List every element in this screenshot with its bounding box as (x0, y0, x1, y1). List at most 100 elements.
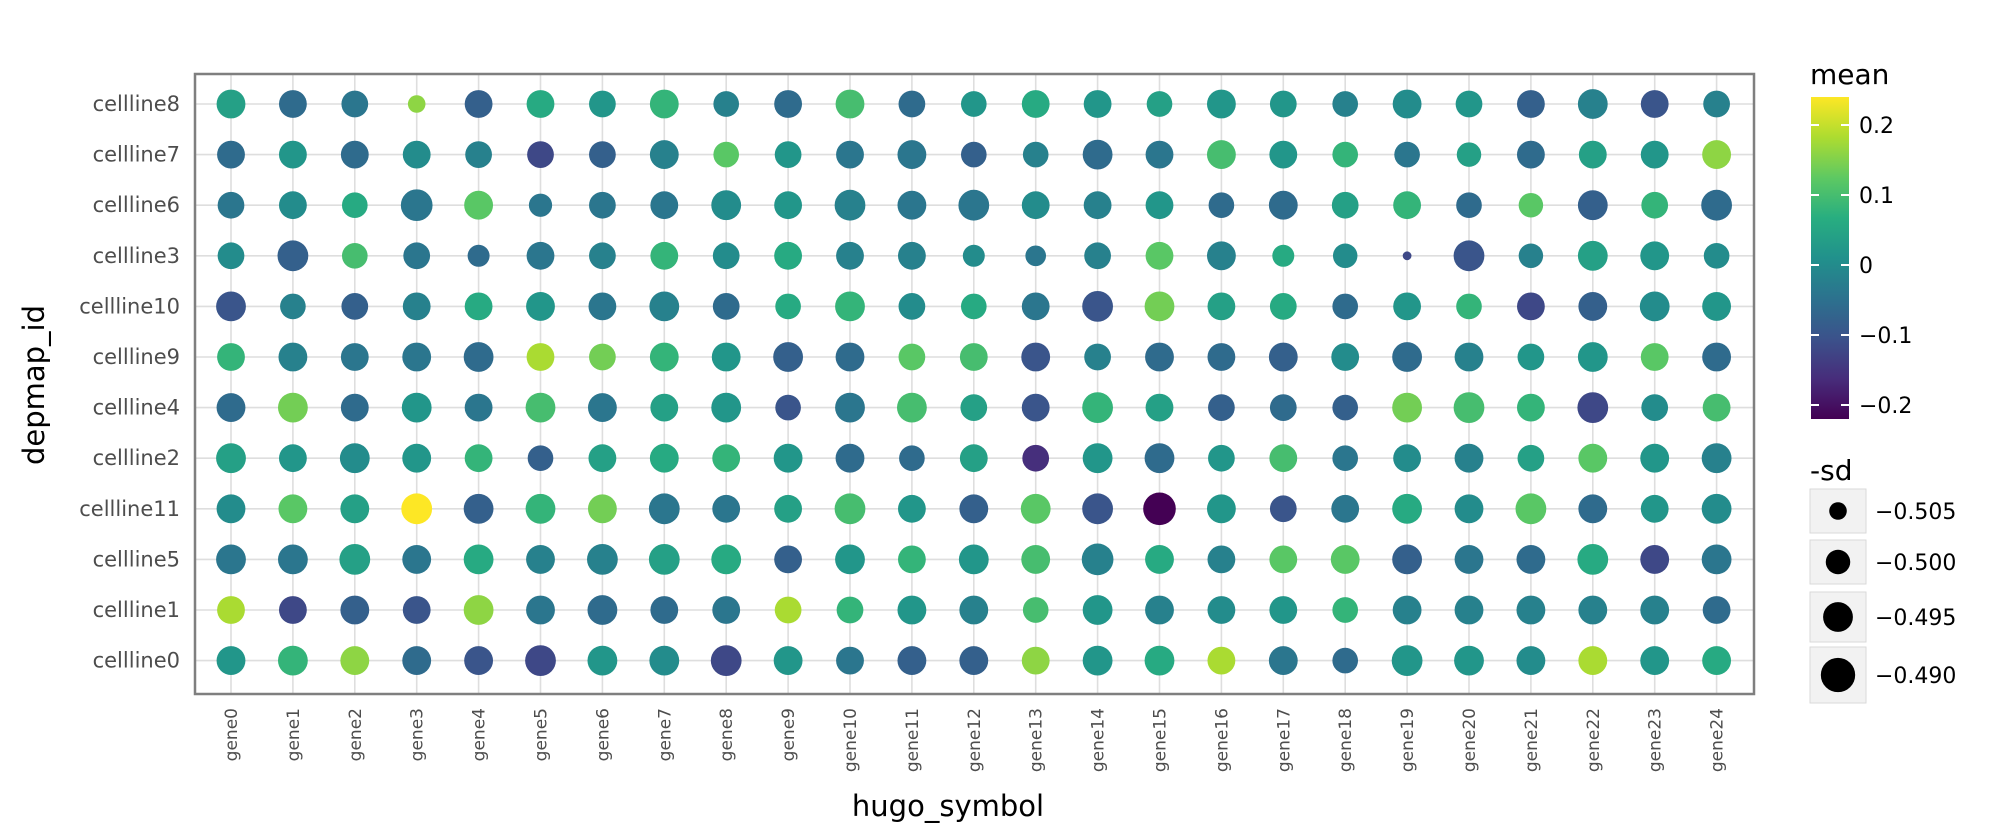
data-point-cellline4-gene19 (1392, 392, 1423, 423)
data-point-cellline0-gene9 (773, 646, 803, 676)
data-point-cellline11-gene4 (463, 493, 494, 524)
data-point-cellline6-gene24 (1701, 189, 1732, 221)
x-tick-label: gene4 (470, 708, 490, 761)
data-point-cellline5-gene17 (1269, 545, 1298, 574)
data-point-cellline9-gene20 (1454, 342, 1484, 372)
data-point-cellline8-gene13 (1021, 90, 1050, 118)
data-point-cellline0-gene21 (1516, 646, 1546, 676)
data-point-cellline2-gene19 (1393, 444, 1422, 473)
data-point-cellline5-gene4 (463, 544, 494, 575)
data-point-cellline9-gene1 (278, 342, 308, 372)
data-point-cellline4-gene22 (1577, 392, 1609, 423)
data-point-cellline3-gene7 (650, 241, 679, 270)
data-point-cellline1-gene1 (278, 596, 307, 624)
data-point-cellline9-gene19 (1392, 342, 1423, 372)
y-tick-label: cellline2 (93, 446, 180, 470)
data-point-cellline2-gene0 (216, 443, 246, 474)
data-point-cellline4-gene24 (1702, 393, 1731, 422)
data-point-cellline1-gene2 (340, 595, 370, 625)
data-point-cellline0-gene16 (1207, 646, 1236, 675)
data-point-cellline3-gene0 (217, 242, 245, 270)
data-point-cellline5-gene23 (1640, 544, 1670, 574)
data-point-cellline8-gene14 (1083, 90, 1112, 118)
data-point-cellline9-gene10 (835, 342, 865, 372)
data-point-cellline10-gene11 (898, 293, 926, 320)
color-legend-title: mean (1810, 58, 1889, 91)
data-point-cellline6-gene7 (650, 191, 679, 220)
data-point-cellline11-gene7 (648, 493, 680, 525)
data-point-cellline7-gene5 (527, 141, 554, 168)
data-point-cellline9-gene4 (463, 342, 494, 372)
data-point-cellline5-gene20 (1454, 544, 1484, 574)
data-point-cellline6-gene15 (1145, 191, 1174, 220)
x-tick-label: gene13 (1027, 708, 1047, 772)
x-tick-label: gene14 (1089, 708, 1109, 772)
data-point-cellline5-gene0 (216, 544, 246, 575)
data-point-cellline4-gene18 (1332, 394, 1359, 421)
y-tick-label: cellline5 (93, 547, 180, 571)
data-point-cellline1-gene18 (1332, 597, 1359, 623)
data-point-cellline10-gene20 (1456, 293, 1482, 320)
data-point-cellline4-gene0 (216, 393, 246, 423)
data-point-cellline1-gene6 (587, 595, 618, 625)
data-point-cellline3-gene9 (774, 241, 803, 270)
data-point-cellline2-gene8 (712, 444, 741, 473)
data-point-cellline7-gene14 (1082, 139, 1113, 170)
data-point-cellline4-gene16 (1208, 394, 1235, 421)
data-point-cellline7-gene22 (1578, 140, 1607, 169)
data-point-cellline6-gene14 (1083, 191, 1112, 220)
data-point-cellline3-gene19 (1402, 251, 1412, 261)
data-point-cellline10-gene19 (1393, 292, 1422, 321)
data-point-cellline6-gene19 (1393, 191, 1422, 220)
data-point-cellline7-gene13 (1022, 141, 1049, 168)
data-point-cellline7-gene20 (1456, 142, 1482, 167)
data-point-cellline0-gene12 (959, 646, 989, 676)
data-point-cellline5-gene10 (835, 544, 865, 575)
data-point-cellline10-gene6 (588, 292, 617, 321)
data-point-cellline1-gene21 (1516, 595, 1546, 625)
data-point-cellline8-gene18 (1332, 91, 1359, 117)
data-point-cellline8-gene8 (713, 91, 740, 117)
data-point-cellline6-gene11 (897, 190, 927, 220)
data-point-cellline10-gene3 (402, 292, 431, 321)
data-point-cellline2-gene16 (1208, 444, 1235, 472)
data-point-cellline6-gene23 (1641, 191, 1669, 219)
colorbar-tick-label: −0.2 (1859, 394, 1912, 419)
data-point-cellline5-gene21 (1516, 544, 1546, 574)
data-point-cellline6-gene18 (1331, 191, 1359, 219)
data-point-cellline2-gene9 (773, 443, 803, 473)
y-tick-label: cellline1 (93, 598, 180, 622)
data-point-cellline7-gene19 (1394, 141, 1420, 168)
data-point-cellline2-gene10 (835, 443, 865, 473)
data-point-cellline4-gene9 (775, 394, 801, 421)
data-point-cellline2-gene23 (1640, 443, 1670, 473)
data-point-cellline4-gene4 (464, 393, 493, 422)
data-point-cellline5-gene1 (277, 544, 308, 575)
y-tick-label: cellline4 (93, 396, 180, 420)
data-point-cellline1-gene17 (1269, 596, 1298, 624)
data-point-cellline2-gene14 (1082, 443, 1113, 474)
y-tick-labels: cellline8 cellline7 cellline6 cellline3 cell… (79, 92, 180, 673)
data-point-cellline4-gene1 (277, 392, 308, 423)
data-point-cellline1-gene9 (774, 596, 802, 624)
data-point-cellline6-gene10 (834, 189, 866, 221)
data-point-cellline3-gene12 (962, 244, 985, 267)
size-legend-key-dot (1820, 657, 1856, 693)
data-point-cellline3-gene16 (1206, 241, 1236, 271)
data-point-cellline7-gene8 (713, 141, 740, 168)
y-tick-label: cellline3 (93, 244, 180, 268)
data-point-cellline4-gene2 (340, 393, 369, 422)
data-point-cellline11-gene23 (1640, 494, 1669, 523)
data-point-cellline11-gene18 (1331, 494, 1360, 523)
data-point-cellline7-gene7 (649, 140, 679, 170)
data-point-cellline1-gene15 (1145, 595, 1174, 625)
data-point-cellline8-gene17 (1269, 90, 1297, 118)
x-tick-label: gene7 (655, 708, 675, 761)
data-point-cellline5-gene16 (1207, 545, 1236, 574)
data-point-cellline3-gene6 (589, 242, 616, 270)
data-point-cellline7-gene16 (1206, 140, 1236, 170)
data-point-cellline7-gene18 (1332, 141, 1359, 168)
size-legend-label: −0.495 (1875, 606, 1956, 631)
colorbar-tick-label: 0.1 (1859, 184, 1894, 209)
data-point-cellline5-gene12 (958, 544, 989, 575)
